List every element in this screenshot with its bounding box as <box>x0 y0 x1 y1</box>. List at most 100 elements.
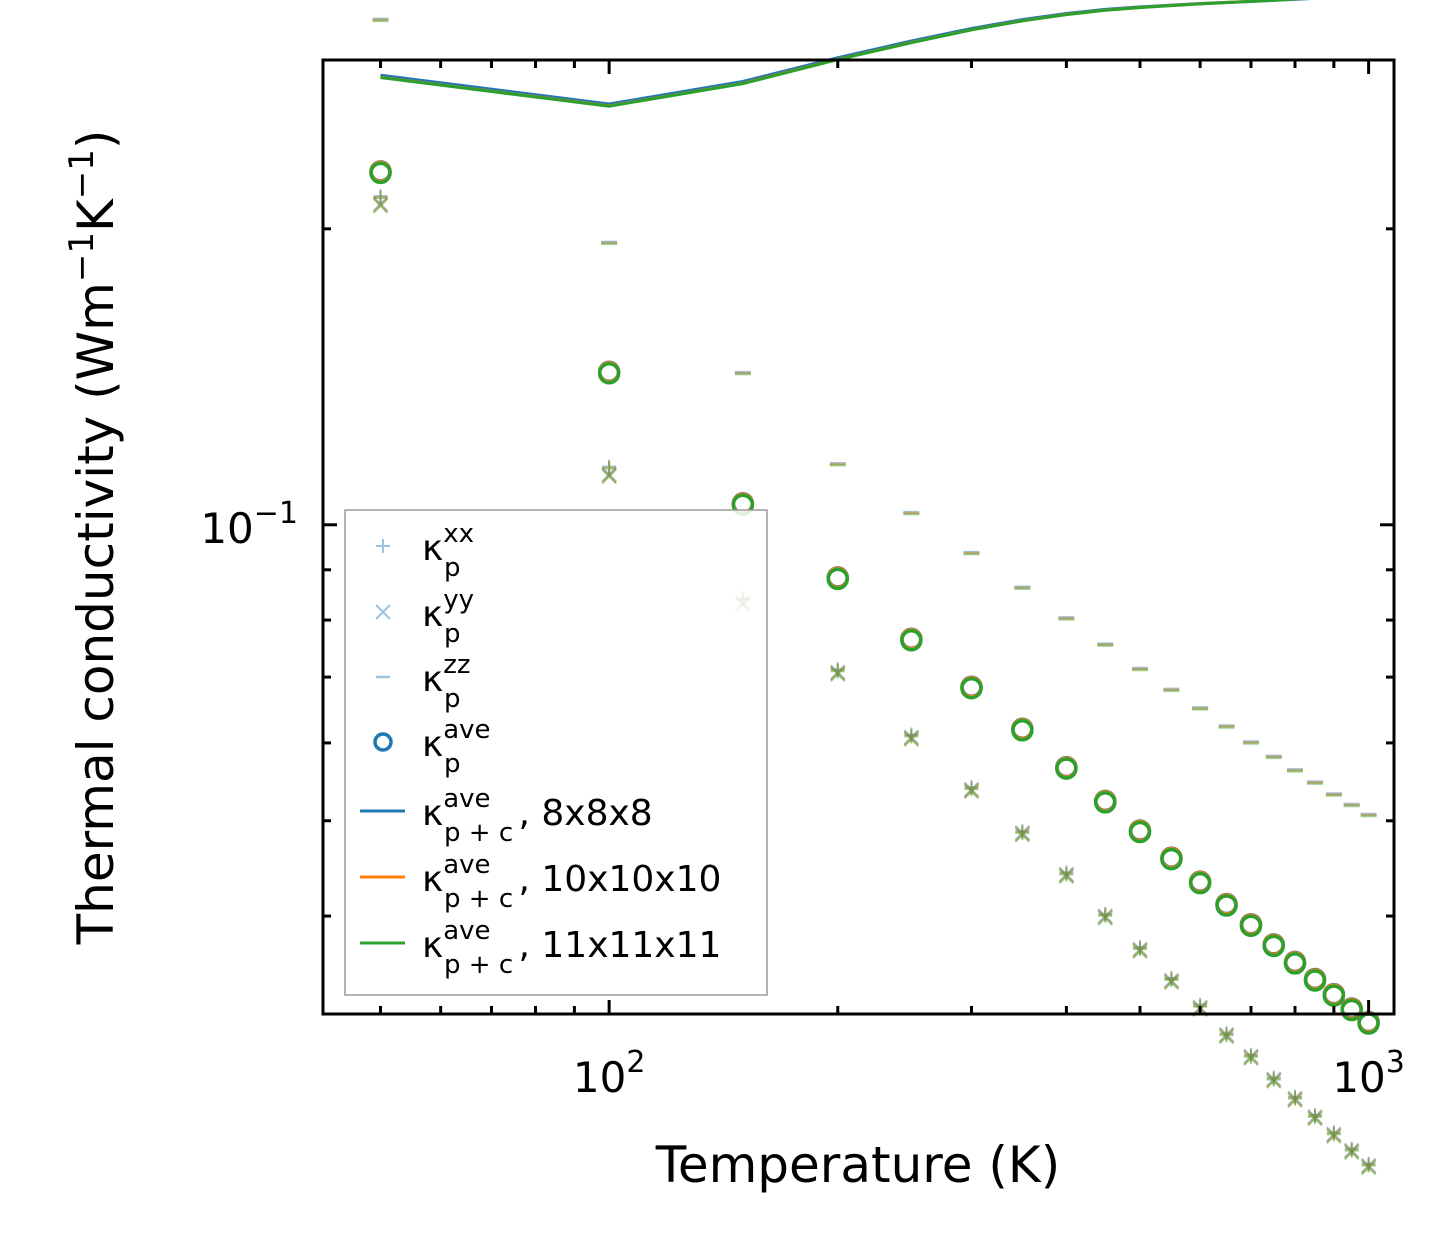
legend-swatch-marker <box>375 604 391 620</box>
legend-subscript: p <box>444 619 461 649</box>
data-point <box>1287 1090 1303 1107</box>
data-point <box>1326 1126 1342 1142</box>
legend-superscript: ave <box>443 916 490 946</box>
data-point <box>1014 825 1031 841</box>
data-point <box>373 188 388 203</box>
data-point <box>904 728 919 743</box>
data-point <box>601 467 617 484</box>
x-tick-label-exponent: 2 <box>626 1045 645 1080</box>
x-axis-label: Temperature (K) <box>655 1136 1060 1194</box>
data-point <box>964 781 979 796</box>
data-point <box>1243 1048 1259 1065</box>
data-point <box>1132 941 1147 956</box>
legend-entry: κave p + c, 10x10x10 <box>360 850 721 914</box>
legend-entry: κyy p <box>375 585 474 649</box>
legend-subscript: p + c <box>444 950 513 980</box>
legend-symbol: κ <box>422 793 443 834</box>
legend-entry: κave p + c, 11x11x11 <box>360 916 721 980</box>
legend-superscript: ave <box>443 784 490 814</box>
data-point <box>1343 1142 1360 1159</box>
legend-symbol: κ <box>422 528 443 569</box>
data-point <box>1219 1026 1234 1041</box>
legend-superscript: yy <box>443 585 474 615</box>
data-point <box>1098 906 1113 921</box>
data-point <box>963 782 980 799</box>
data-point <box>1015 826 1030 841</box>
data-point <box>373 190 388 205</box>
data-point <box>1059 867 1074 882</box>
data-point <box>1343 1144 1360 1161</box>
data-point <box>1361 1157 1376 1172</box>
legend-suffix: , 11x11x11 <box>519 925 722 966</box>
data-point <box>1262 934 1285 958</box>
data-point <box>1243 1049 1258 1064</box>
data-point <box>960 676 983 700</box>
legend-entry: κave p <box>373 715 491 779</box>
data-point <box>1058 867 1075 884</box>
data-point <box>903 730 920 746</box>
data-point <box>830 666 846 682</box>
data-point <box>1243 1047 1258 1062</box>
data-point <box>1326 1127 1341 1142</box>
data-point <box>1132 941 1148 958</box>
data-point <box>1059 866 1074 881</box>
data-point <box>1308 1110 1323 1125</box>
legend-swatch-marker <box>376 539 390 553</box>
y-axis-label-end: ) <box>67 130 125 150</box>
data-point <box>602 461 617 476</box>
data-point <box>904 729 919 744</box>
data-point <box>602 460 617 475</box>
data-point <box>1266 1070 1281 1085</box>
legend-symbol: κ <box>422 594 443 635</box>
legend-symbol: κ <box>422 859 443 900</box>
data-point <box>1055 757 1078 780</box>
legend-label: κyy p <box>422 585 474 649</box>
x-tick-label-base: 10 <box>1332 1053 1385 1102</box>
legend-subscript: p <box>444 749 461 779</box>
data-point <box>1163 974 1180 991</box>
data-point <box>373 189 388 204</box>
data-point <box>1307 1109 1323 1125</box>
data-point <box>1160 847 1183 871</box>
data-point <box>903 731 920 747</box>
data-point <box>1128 820 1152 844</box>
data-point <box>1218 1026 1235 1043</box>
data-point <box>1287 1092 1303 1109</box>
data-point <box>372 197 389 213</box>
data-point <box>1132 940 1147 955</box>
legend-subscript: p + c <box>444 884 513 914</box>
y-axis-label: Thermal conductivity (Wm−1K−1) <box>62 130 125 946</box>
legend-symbol: κ <box>422 925 443 966</box>
y-tick-label: 10−1 <box>200 496 298 553</box>
data-point <box>826 567 850 591</box>
data-point <box>1344 1141 1359 1156</box>
data-point <box>904 727 919 742</box>
legend-superscript: ave <box>443 715 490 745</box>
data-point <box>1097 908 1113 924</box>
data-point <box>1288 1090 1303 1105</box>
data-point <box>1132 943 1148 960</box>
data-point <box>1097 909 1113 925</box>
data-point <box>1059 865 1074 880</box>
data-point <box>963 781 980 798</box>
y-tick-label-exponent: −1 <box>254 496 298 531</box>
data-point <box>1266 1072 1281 1087</box>
data-point <box>1288 1089 1303 1104</box>
x-tick-label-exponent: 3 <box>1386 1045 1405 1080</box>
legend-entry: κxx p <box>376 519 474 583</box>
data-point <box>1014 826 1031 842</box>
data-point <box>1243 1050 1259 1067</box>
legend-label: κave p + c, 10x10x10 <box>422 850 721 914</box>
legend-suffix: , 8x8x8 <box>519 793 653 834</box>
data-point <box>1243 1049 1259 1066</box>
data-point <box>1164 972 1179 987</box>
data-point <box>1307 1111 1323 1127</box>
data-point <box>830 664 845 679</box>
data-point <box>1326 1127 1342 1143</box>
data-point <box>1243 1048 1258 1063</box>
data-point <box>1058 868 1075 885</box>
data-point <box>1326 1126 1341 1141</box>
data-point <box>964 780 979 795</box>
data-point <box>830 663 845 678</box>
data-point <box>1163 972 1180 989</box>
